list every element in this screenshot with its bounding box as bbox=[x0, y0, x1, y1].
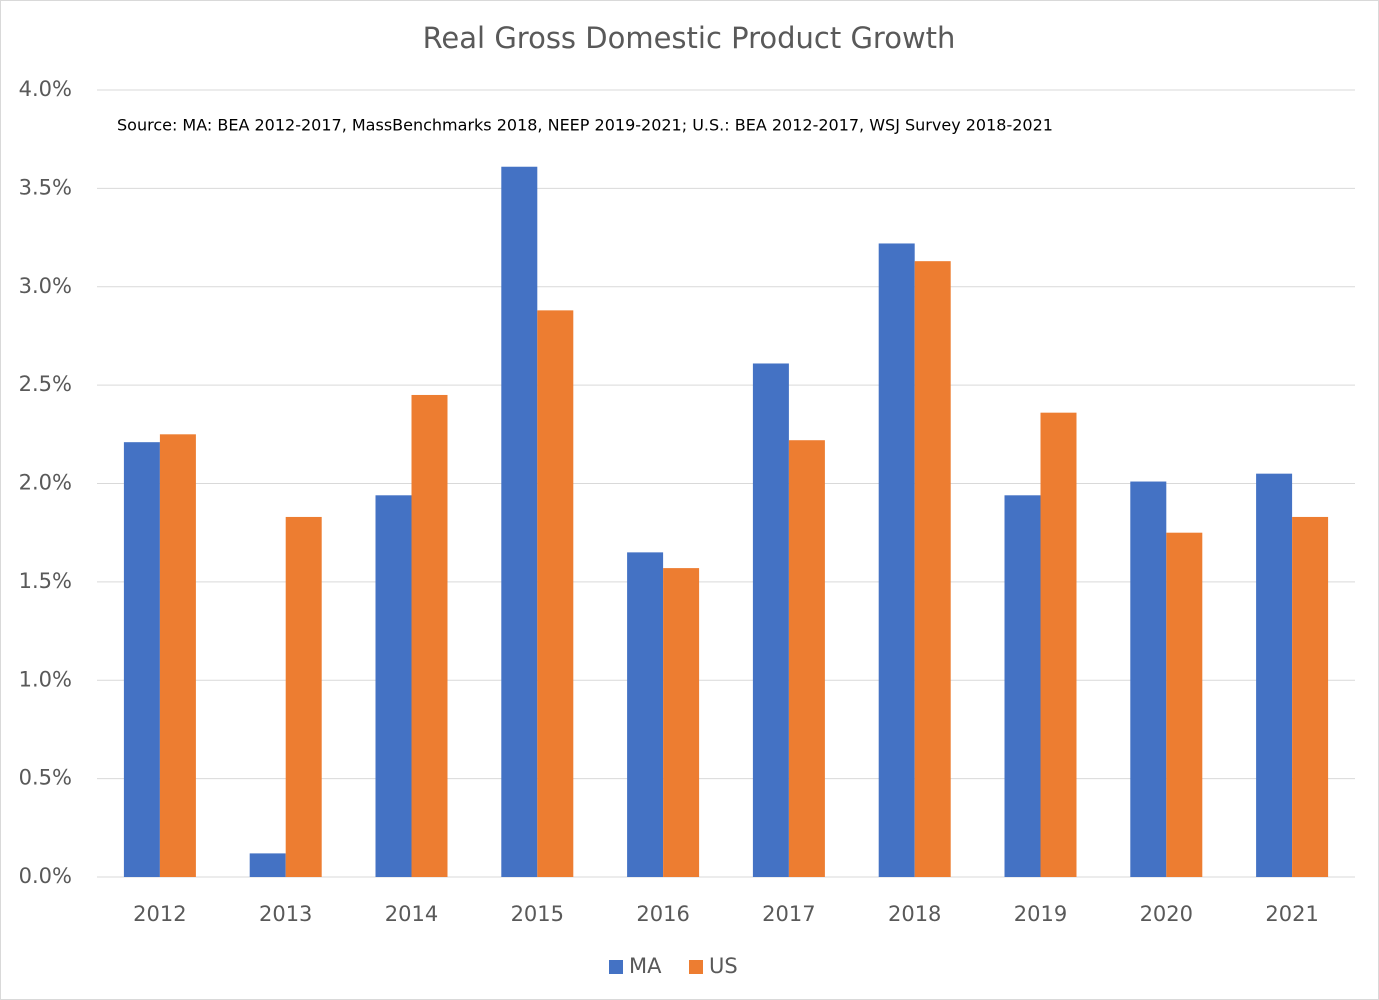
y-tick-label: 2.0% bbox=[19, 471, 72, 495]
bar bbox=[663, 568, 700, 877]
bar bbox=[501, 166, 538, 878]
x-tick-label: 2018 bbox=[888, 902, 941, 926]
y-tick-label: 4.0% bbox=[19, 77, 72, 101]
x-tick-label: 2019 bbox=[1014, 902, 1067, 926]
bar bbox=[411, 394, 448, 877]
x-tick-label: 2013 bbox=[259, 902, 312, 926]
x-tick-label: 2014 bbox=[385, 902, 438, 926]
legend-swatch bbox=[609, 960, 623, 974]
y-tick-label: 0.5% bbox=[19, 766, 72, 790]
bar bbox=[123, 442, 160, 877]
legend-label: US bbox=[709, 954, 738, 978]
x-tick-label: 2015 bbox=[511, 902, 564, 926]
x-tick-label: 2017 bbox=[762, 902, 815, 926]
bar bbox=[249, 853, 286, 877]
x-tick-label: 2021 bbox=[1265, 902, 1318, 926]
bar bbox=[1130, 481, 1167, 877]
chart-title: Real Gross Domestic Product Growth bbox=[423, 21, 956, 55]
y-tick-label: 1.0% bbox=[19, 667, 72, 691]
x-tick-label: 2012 bbox=[133, 902, 186, 926]
legend-label: MA bbox=[629, 954, 662, 978]
y-tick-label: 0.0% bbox=[19, 864, 72, 888]
legend-swatch bbox=[689, 960, 703, 974]
bar bbox=[788, 440, 825, 877]
y-tick-label: 3.5% bbox=[19, 175, 72, 199]
y-tick-label: 1.5% bbox=[19, 569, 72, 593]
bar bbox=[537, 310, 574, 877]
bar bbox=[914, 261, 951, 877]
bar bbox=[1292, 516, 1329, 877]
bar bbox=[878, 243, 915, 878]
y-tick-label: 2.5% bbox=[19, 372, 72, 396]
annotation: Source: MA: BEA 2012-2017, MassBenchmark… bbox=[117, 116, 1053, 135]
bar bbox=[627, 552, 664, 877]
x-tick-label: 2020 bbox=[1140, 902, 1193, 926]
bar bbox=[285, 516, 322, 877]
bar bbox=[1040, 412, 1077, 877]
bar bbox=[375, 495, 412, 877]
bar bbox=[1166, 532, 1203, 877]
y-tick-label: 3.0% bbox=[19, 274, 72, 298]
bar bbox=[159, 434, 196, 877]
bar bbox=[1004, 495, 1041, 877]
bar bbox=[1256, 473, 1293, 877]
bar bbox=[752, 363, 789, 877]
x-tick-label: 2016 bbox=[636, 902, 689, 926]
